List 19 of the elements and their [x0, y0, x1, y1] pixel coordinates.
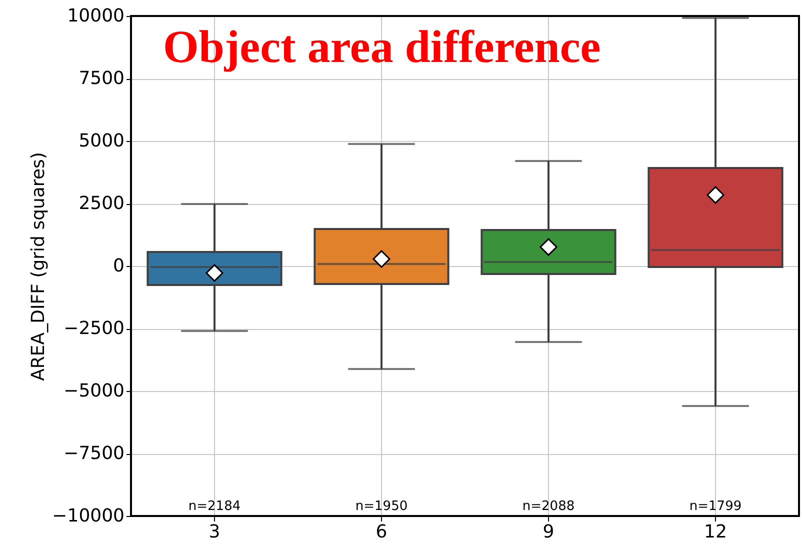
y-axis-title: AREA_DIFF (grid squares) [28, 152, 50, 381]
y-tick-label: −10000 [52, 506, 124, 526]
y-tick-label: 7500 [78, 68, 124, 89]
x-tick-label: 9 [542, 522, 554, 542]
y-tick-label: −7500 [64, 443, 124, 464]
x-tick-label: 3 [208, 522, 220, 542]
y-tick-label: 2500 [78, 193, 124, 214]
chart-title: Object area difference [163, 21, 601, 72]
y-tick-label: −2500 [64, 318, 124, 339]
annotation: n=1799 [689, 499, 742, 514]
annotation: n=2184 [188, 499, 241, 514]
x-tick-label: 12 [704, 522, 727, 542]
x-tick-label: 6 [376, 522, 388, 542]
y-tick-label: 10000 [67, 6, 124, 26]
y-tick-label: 0 [113, 256, 124, 276]
annotation: n=2088 [522, 499, 575, 514]
y-tick-label: −5000 [64, 380, 124, 402]
annotation: n=1950 [355, 499, 408, 514]
y-tick-label: 5000 [78, 130, 124, 152]
